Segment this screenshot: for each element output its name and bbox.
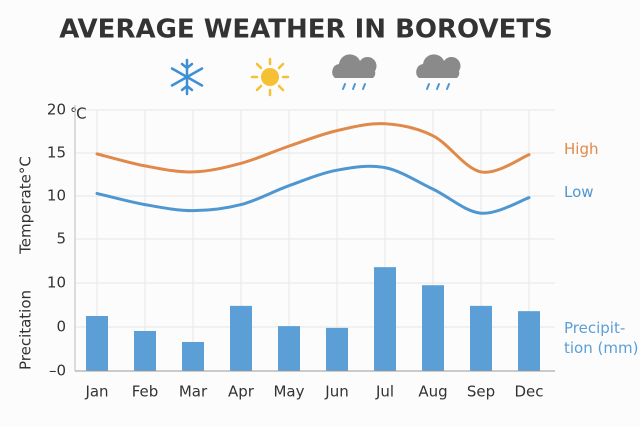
- bar: [326, 327, 348, 371]
- line-series: [95, 164, 531, 215]
- y-tick-label: 20: [47, 101, 66, 119]
- legend-line: Precipit-: [564, 319, 625, 337]
- line-series: [95, 122, 531, 174]
- bar: [278, 326, 300, 371]
- x-tick-label: May: [273, 383, 304, 401]
- y-tick-label: 10: [47, 274, 66, 292]
- legend-label: High: [564, 140, 598, 158]
- y-tick-label: 5: [56, 230, 66, 248]
- y-axis-label: Temperate°C: [17, 156, 35, 255]
- chart-title: AVERAGE WEATHER IN BOROVETS: [59, 15, 553, 45]
- legend-label: Low: [564, 183, 594, 201]
- x-tick-label: Sep: [467, 383, 495, 401]
- rain-cloud-icon: [416, 54, 461, 90]
- bar: [182, 341, 204, 371]
- bar: [134, 330, 156, 371]
- x-tick-label: Jun: [324, 383, 348, 401]
- x-tick-label: Apr: [228, 383, 255, 401]
- y-unit: ℃: [70, 105, 87, 123]
- bar: [374, 267, 396, 371]
- x-tick-label: Jan: [84, 383, 108, 401]
- bar: [470, 305, 492, 371]
- x-tick-label: Aug: [418, 383, 447, 401]
- bar: [422, 285, 444, 371]
- bar: [230, 305, 252, 371]
- y-tick-label: 0: [56, 318, 66, 336]
- bar: [518, 311, 540, 371]
- bar: [86, 316, 108, 371]
- snowflake-icon: [170, 58, 204, 96]
- y-axis-label: Precitation: [17, 290, 35, 370]
- sun-icon: [250, 57, 290, 97]
- x-tick-label: Jul: [375, 383, 394, 401]
- y-tick-label: –0: [49, 362, 66, 380]
- y-tick-label: 15: [47, 144, 66, 162]
- legend-label: Precipit-tion (mm): [564, 319, 638, 357]
- x-tick-label: Mar: [179, 383, 208, 401]
- legend-line: tion (mm): [564, 339, 638, 357]
- x-tick-label: Dec: [514, 383, 543, 401]
- y-tick-label: 10: [47, 187, 66, 205]
- rain-cloud-icon: [332, 54, 377, 90]
- x-tick-label: Feb: [132, 383, 159, 401]
